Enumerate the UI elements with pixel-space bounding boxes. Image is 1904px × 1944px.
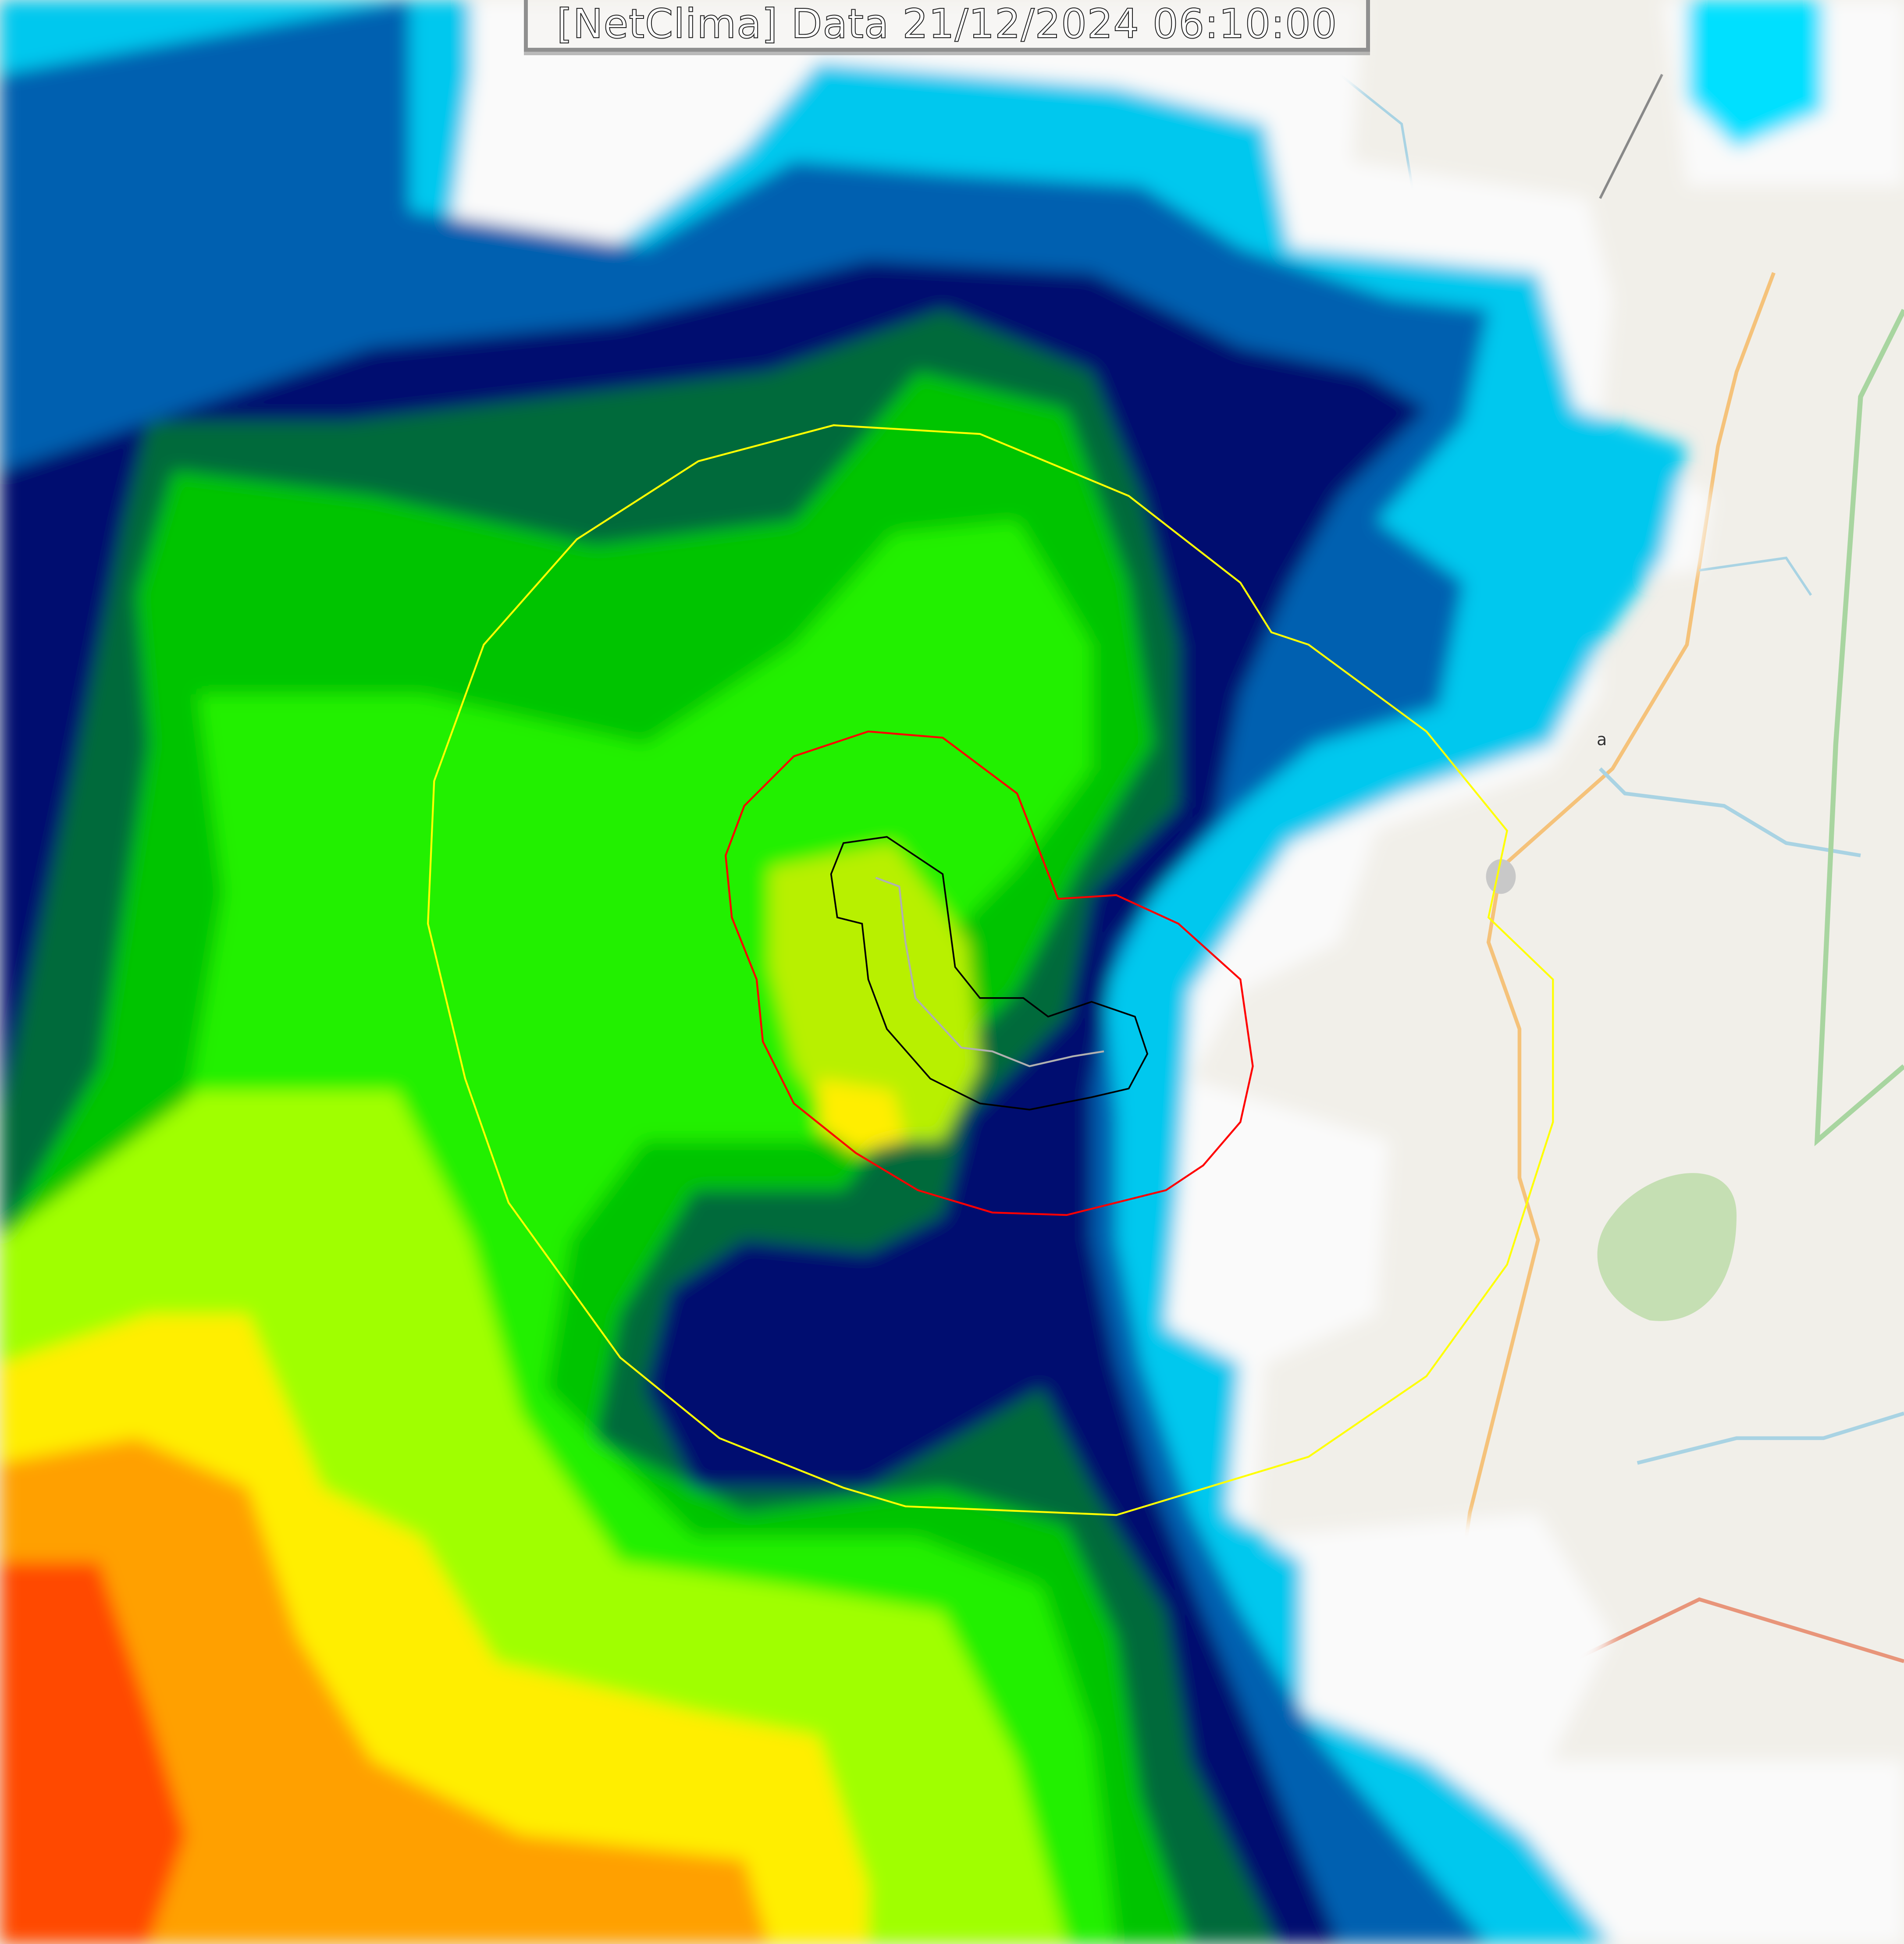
outer-contour <box>427 424 1554 1516</box>
park <box>1597 1173 1737 1321</box>
basemap-features <box>1338 73 1904 1688</box>
contour-layer <box>427 424 1554 1516</box>
timestamp-banner: [NetClima] Data 21/12/2024 06:10:00 <box>524 0 1370 52</box>
map-place-label: a <box>1597 730 1607 749</box>
lake <box>1486 859 1516 894</box>
echo-yellowgreen-center <box>769 843 980 1141</box>
echo-orange <box>0 1438 769 1944</box>
echo-cyan-right <box>1687 0 1824 149</box>
river <box>1699 556 1812 596</box>
echo-yellow-center <box>819 1078 906 1153</box>
echo-red-orange <box>0 1562 186 1944</box>
river <box>1598 767 1861 857</box>
railway <box>1599 74 1663 199</box>
inner-contour <box>830 836 1149 1111</box>
middle-contour <box>724 730 1254 1216</box>
timestamp-title: [NetClima] Data 21/12/2024 06:10:00 <box>556 0 1338 48</box>
river <box>1637 1411 1904 1465</box>
road <box>1443 272 1776 1687</box>
boundary <box>1814 309 1904 1146</box>
storm-track <box>875 877 1104 1067</box>
